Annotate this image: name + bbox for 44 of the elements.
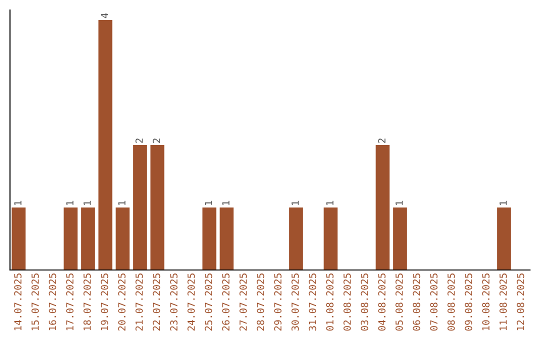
data-label: 1 — [396, 200, 403, 205]
x-tick-label: 21.07.2025 — [135, 274, 143, 331]
x-tick-label: 31.07.2025 — [308, 274, 316, 331]
x-tick-label: 10.08.2025 — [482, 274, 490, 330]
data-label: 1 — [326, 200, 334, 205]
x-tick-label: 20.07.2025 — [118, 274, 126, 331]
x-tick-label: 07.08.2025 — [430, 274, 438, 331]
x-tick-label: 14.07.2025 — [14, 274, 22, 330]
x-tick-label: 30.07.2025 — [291, 274, 299, 331]
x-tick-label: 08.08.2025 — [447, 274, 455, 331]
data-label: 1 — [118, 200, 126, 205]
x-tick-label: 11.08.2025 — [499, 274, 507, 330]
data-label: 1 — [14, 200, 22, 205]
x-tick-label: 15.07.2025 — [31, 274, 39, 330]
x-tick-label: 28.07.2025 — [256, 274, 264, 331]
data-label: 1 — [66, 200, 74, 205]
data-label: 2 — [135, 138, 143, 143]
x-tick-label: 26.07.2025 — [222, 274, 230, 331]
data-label: 1 — [292, 200, 299, 205]
x-tick-label: 22.07.2025 — [152, 274, 160, 331]
data-label: 2 — [152, 138, 160, 143]
x-tick-label: 04.08.2025 — [378, 274, 386, 331]
x-tick-label: 27.07.2025 — [239, 274, 247, 331]
x-tick-label: 29.07.2025 — [274, 274, 282, 331]
data-label: 1 — [204, 200, 212, 205]
x-tick-label: 05.08.2025 — [395, 274, 403, 331]
x-tick-label: 06.08.2025 — [412, 274, 420, 331]
data-label: 1 — [222, 200, 230, 205]
x-tick-label: 16.07.2025 — [48, 274, 56, 330]
data-label: 2 — [378, 138, 386, 143]
data-label: 4 — [100, 13, 108, 18]
x-tick-label: 02.08.2025 — [343, 274, 351, 331]
x-tick-label: 25.07.2025 — [204, 274, 212, 331]
x-tick-label: 23.07.2025 — [170, 274, 178, 331]
x-tick-label: 03.08.2025 — [360, 274, 368, 331]
x-tick-label: 12.08.2025 — [516, 274, 524, 330]
x-tick-label: 17.07.2025 — [66, 274, 74, 330]
data-label: 1 — [500, 200, 507, 205]
data-label: 1 — [84, 200, 91, 205]
x-tick-label: 01.08.2025 — [326, 274, 334, 331]
x-tick-label: 24.07.2025 — [187, 274, 195, 331]
x-tick-label: 19.07.2025 — [100, 274, 108, 330]
x-tick-label: 18.07.2025 — [83, 274, 91, 330]
x-tick-label: 09.08.2025 — [464, 274, 472, 331]
